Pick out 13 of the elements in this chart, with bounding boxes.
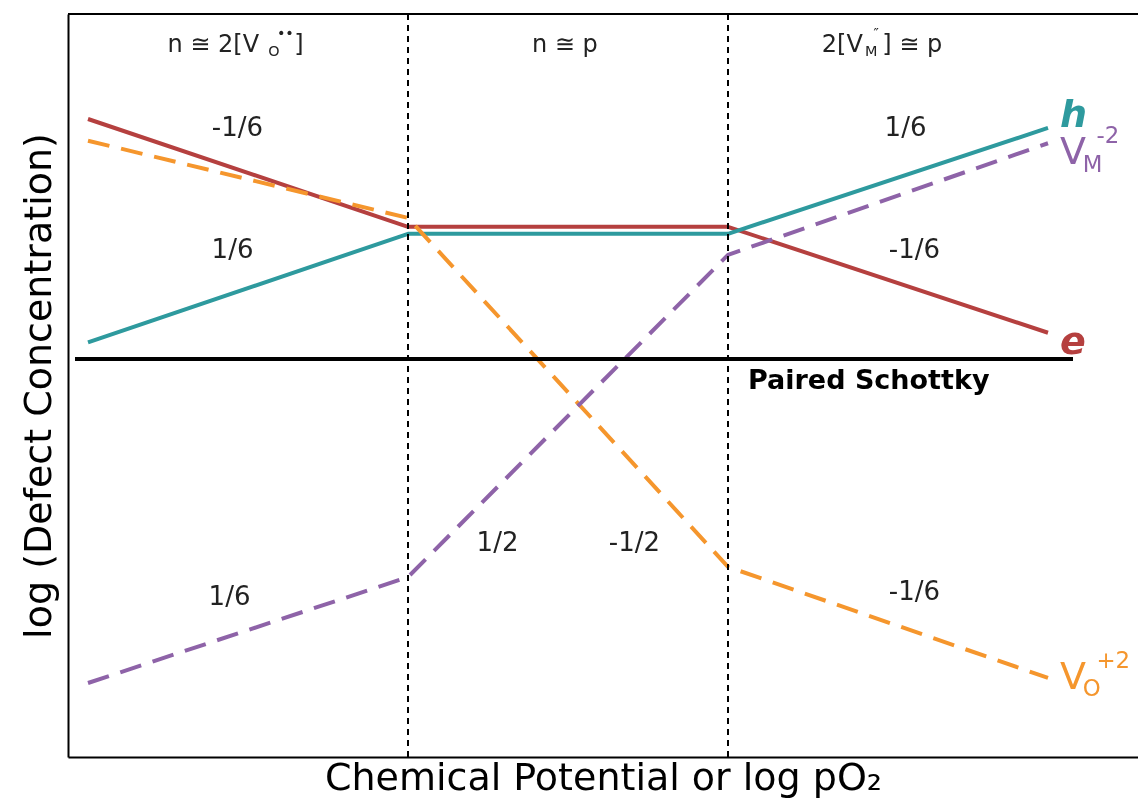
series-label: e xyxy=(1060,318,1086,363)
x-axis-title: Chemical Potential or log pO₂ xyxy=(324,754,883,799)
annotation: -1/6 xyxy=(211,112,264,142)
annotation: 1/2 xyxy=(476,527,519,557)
annotation: 1/6 xyxy=(884,112,927,142)
text: n ≅ p xyxy=(532,30,598,58)
annotation: -1/6 xyxy=(888,576,941,606)
annotation: 1/6 xyxy=(208,581,251,611)
y-axis-title: log (Defect Concentration) xyxy=(15,133,60,639)
annotation: 1/6 xyxy=(211,234,254,264)
ref-line-label: Paired Schottky xyxy=(748,363,990,395)
annotation: -1/2 xyxy=(608,527,661,557)
annotation: -1/6 xyxy=(888,234,941,264)
